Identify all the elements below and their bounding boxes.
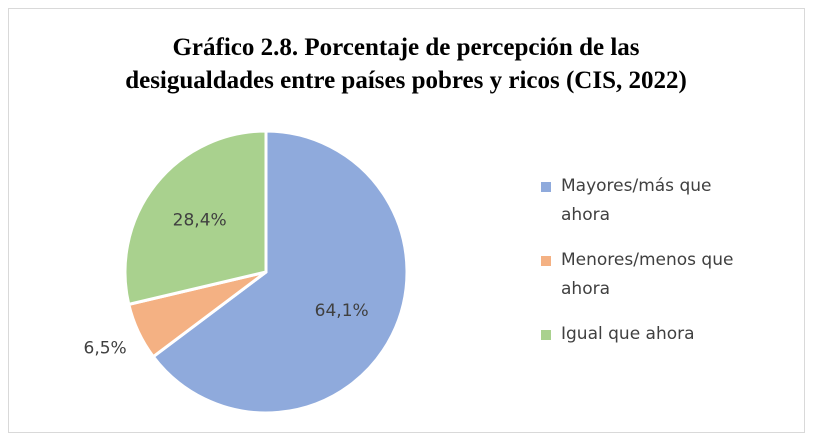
data-label: 64,1%: [315, 301, 369, 321]
legend: Mayores/más que ahora Menores/menos que a…: [541, 172, 741, 365]
data-label: 6,5%: [84, 338, 127, 358]
chart-title: Gráfico 2.8. Porcentaje de percepción de…: [172, 34, 639, 61]
pie: 64,1% 6,5% 28,4%: [84, 129, 409, 415]
legend-item: Igual que ahora: [541, 320, 741, 349]
legend-swatch: [541, 330, 551, 340]
chart-title: desigualdades entre países pobres y rico…: [125, 67, 687, 94]
data-label: 28,4%: [173, 210, 227, 230]
legend-item: Menores/menos que ahora: [541, 246, 741, 304]
legend-label: Menores/menos que ahora: [561, 250, 734, 299]
pie-slice: [151, 129, 409, 415]
legend-swatch: [541, 256, 551, 266]
pie-slice: [123, 129, 268, 306]
legend-label: Igual que ahora: [561, 324, 695, 344]
legend-label: Mayores/más que ahora: [561, 176, 712, 225]
legend-swatch: [541, 182, 551, 192]
legend-item: Mayores/más que ahora: [541, 172, 741, 230]
